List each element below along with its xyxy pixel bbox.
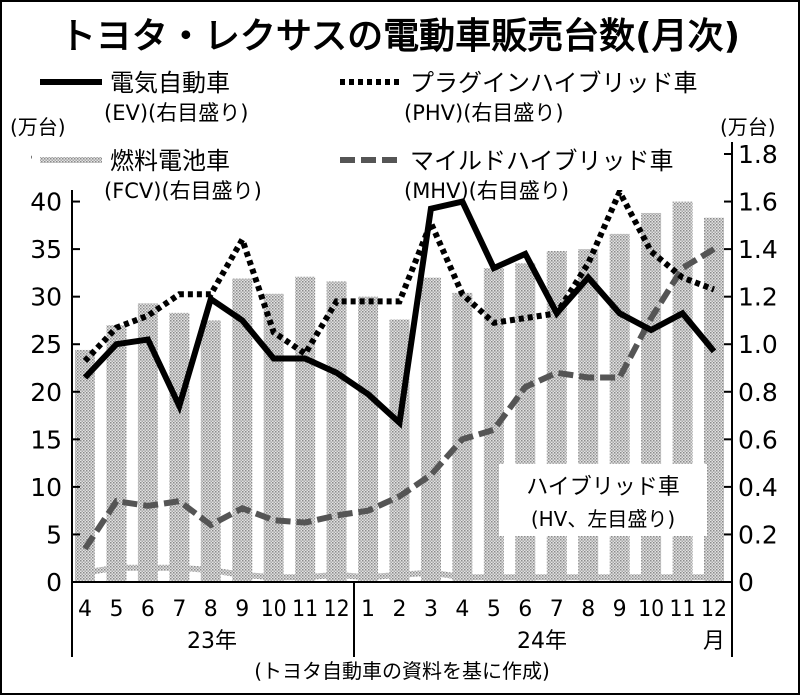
- hv-bar: [326, 281, 347, 582]
- hv-bar: [137, 303, 158, 582]
- month-label: 12: [701, 597, 727, 622]
- month-label: 9: [235, 597, 249, 622]
- left-tick-label: 40: [30, 188, 62, 217]
- chart-title: トヨタ・レクサスの電動車販売台数(月次): [60, 16, 740, 57]
- right-tick-label: 0: [738, 568, 754, 597]
- series-line-solid: [82, 198, 717, 429]
- hv-bar: [295, 276, 316, 582]
- hv-bar: [704, 217, 724, 583]
- hv-bar: [420, 277, 441, 582]
- series-line-solid-gray: [84, 564, 714, 581]
- left-tick-label: 20: [30, 378, 62, 407]
- right-tick-label: 1.4: [738, 235, 778, 264]
- right-tick-label: 0.6: [738, 425, 778, 454]
- hv-bar: [169, 312, 190, 582]
- month-label: 1: [361, 597, 375, 622]
- month-label: 11: [670, 597, 696, 622]
- right-tick-label: 1.8: [738, 140, 778, 169]
- month-label: 6: [141, 597, 155, 622]
- month-label: 9: [613, 597, 627, 622]
- hv-label: ハイブリッド車: [526, 475, 680, 500]
- right-tick-label: 0.8: [738, 378, 778, 407]
- right-tick-label: 1.0: [738, 330, 778, 359]
- month-label: 5: [487, 597, 501, 622]
- left-tick-label: 10: [30, 473, 62, 502]
- month-label: 7: [172, 597, 186, 622]
- left-tick-label: 35: [30, 235, 62, 264]
- left-tick-label: 15: [30, 425, 62, 454]
- legend-sublabel: (MHV)(右目盛り): [404, 179, 569, 203]
- legend-sublabel: (EV)(右目盛り): [104, 101, 248, 125]
- series-line-dashed: [82, 246, 716, 551]
- legend-label: プラグインハイブリッド車: [410, 69, 698, 97]
- hv-bar: [263, 293, 284, 582]
- hv-bar: [200, 320, 221, 582]
- month-label: 12: [324, 597, 350, 622]
- hv-label-box: [499, 464, 707, 536]
- month-label: 4: [455, 597, 469, 622]
- month-label: 7: [550, 597, 564, 622]
- month-label: 10: [261, 597, 287, 622]
- legend-label: 燃料電池車: [110, 147, 230, 175]
- legend-sublabel: (FCV)(右目盛り): [104, 179, 262, 203]
- series-line-dotted: [82, 185, 716, 363]
- left-tick-label: 0: [46, 568, 62, 597]
- month-label: 10: [638, 597, 664, 622]
- month-label: 4: [78, 597, 92, 622]
- month-label: 8: [581, 597, 595, 622]
- hv-label-sub: (HV、左目盛り): [531, 507, 675, 531]
- month-label: 2: [393, 597, 407, 622]
- legend-sublabel: (PHV)(右目盛り): [404, 101, 564, 125]
- hv-bar: [358, 296, 379, 582]
- source-note: (トヨタ自動車の資料を基に作成): [254, 659, 550, 683]
- year-label: 24年: [517, 629, 567, 654]
- left-tick-label: 25: [30, 330, 62, 359]
- left-unit-label: (万台): [10, 115, 66, 139]
- month-label: 6: [518, 597, 532, 622]
- month-label: 11: [292, 597, 318, 622]
- month-suffix: 月: [703, 629, 725, 654]
- month-label: 3: [424, 597, 438, 622]
- right-tick-label: 1.6: [738, 188, 778, 217]
- right-unit-label: (万台): [720, 115, 776, 139]
- hv-bar: [232, 278, 253, 582]
- legend-label: 電気自動車: [110, 69, 230, 97]
- legend-label: マイルドハイブリッド車: [410, 147, 674, 175]
- right-tick-label: 0.2: [738, 520, 778, 549]
- left-tick-label: 30: [30, 283, 62, 312]
- month-label: 5: [109, 597, 123, 622]
- left-tick-label: 5: [46, 520, 62, 549]
- year-label: 23年: [187, 629, 237, 654]
- right-tick-label: 1.2: [738, 283, 778, 312]
- hv-bar: [106, 325, 127, 582]
- month-label: 8: [204, 597, 218, 622]
- hv-bar: [75, 349, 95, 582]
- right-tick-label: 0.4: [738, 473, 778, 502]
- hv-bar: [483, 268, 504, 582]
